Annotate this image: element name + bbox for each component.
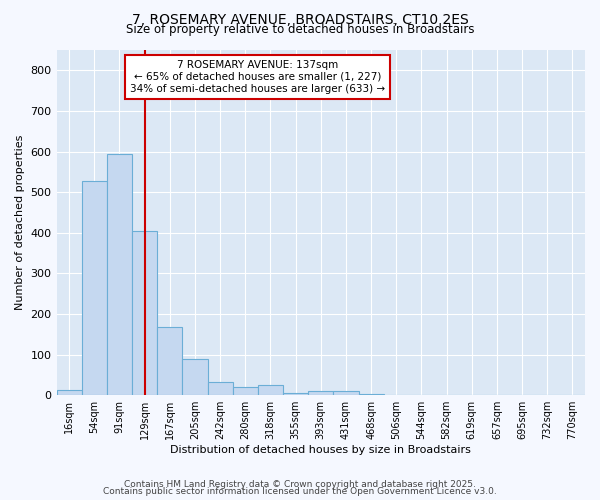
Text: Contains public sector information licensed under the Open Government Licence v3: Contains public sector information licen…: [103, 488, 497, 496]
Bar: [56, 390, 82, 395]
Y-axis label: Number of detached properties: Number of detached properties: [15, 135, 25, 310]
Text: 7, ROSEMARY AVENUE, BROADSTAIRS, CT10 2ES: 7, ROSEMARY AVENUE, BROADSTAIRS, CT10 2E…: [131, 12, 469, 26]
Text: Contains HM Land Registry data © Crown copyright and database right 2025.: Contains HM Land Registry data © Crown c…: [124, 480, 476, 489]
X-axis label: Distribution of detached houses by size in Broadstairs: Distribution of detached houses by size …: [170, 445, 471, 455]
Bar: [132, 230, 157, 395]
Bar: [182, 358, 208, 395]
Bar: [233, 387, 258, 395]
Bar: [157, 327, 182, 395]
Text: Size of property relative to detached houses in Broadstairs: Size of property relative to detached ho…: [126, 22, 474, 36]
Bar: [258, 385, 283, 395]
Bar: [208, 382, 233, 395]
Bar: [82, 181, 107, 395]
Text: 7 ROSEMARY AVENUE: 137sqm
← 65% of detached houses are smaller (1, 227)
34% of s: 7 ROSEMARY AVENUE: 137sqm ← 65% of detac…: [130, 60, 385, 94]
Bar: [359, 394, 383, 395]
Bar: [308, 391, 334, 395]
Bar: [283, 393, 308, 395]
Bar: [107, 154, 132, 395]
Bar: [334, 391, 359, 395]
